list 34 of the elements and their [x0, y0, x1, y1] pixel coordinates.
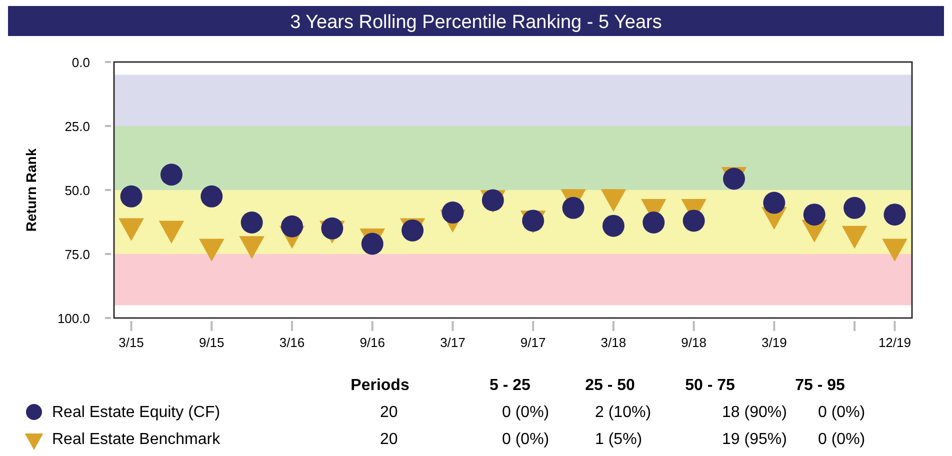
text: 2 (10%) [595, 404, 652, 421]
x-tick-label: 9/18 [681, 335, 706, 350]
y-tick-label: 0.0 [72, 55, 90, 70]
chart-title: 3 Years Rolling Percentile Ranking - 5 Years [290, 12, 662, 33]
legend-label: Real Estate Benchmark [52, 431, 222, 448]
text: 20 [380, 404, 398, 421]
x-tick-label: 9/15 [198, 335, 224, 350]
x-tick-label: 3/17 [440, 335, 466, 350]
text: 18 (90%) [722, 404, 787, 421]
text: 1 (5%) [595, 431, 642, 448]
text: 5 - 25 [490, 377, 531, 394]
text: Periods [350, 377, 410, 394]
x-tick-label: 3/18 [600, 335, 626, 350]
y-tick-label: 75.0 [64, 247, 90, 262]
text: 19 (95%) [722, 431, 787, 448]
text: 0 (0%) [818, 431, 866, 448]
text: 25 - 50 [585, 377, 636, 394]
x-tick-label: 9/17 [520, 335, 546, 350]
y-tick-label: 25.0 [64, 119, 90, 134]
x-tick-label: 9/16 [360, 335, 386, 350]
y-axis-title: Return Rank [23, 148, 39, 232]
y-tick-label: 100.0 [57, 311, 90, 326]
text: 0 (0%) [818, 404, 866, 421]
x-tick-label: 3/19 [762, 335, 787, 350]
text: 50 - 75 [685, 377, 736, 394]
x-tick-label: 3/16 [279, 335, 305, 350]
x-tick-label: 3/15 [118, 335, 144, 350]
text: 0 (0%) [502, 404, 550, 421]
y-tick-label: 50.0 [64, 183, 90, 198]
text: 75 - 95 [795, 377, 846, 394]
text: 20 [380, 431, 398, 448]
legend-label: Real Estate Equity (CF) [52, 404, 220, 421]
x-tick-label: 12/19 [878, 335, 911, 350]
text: 0 (0%) [502, 431, 550, 448]
